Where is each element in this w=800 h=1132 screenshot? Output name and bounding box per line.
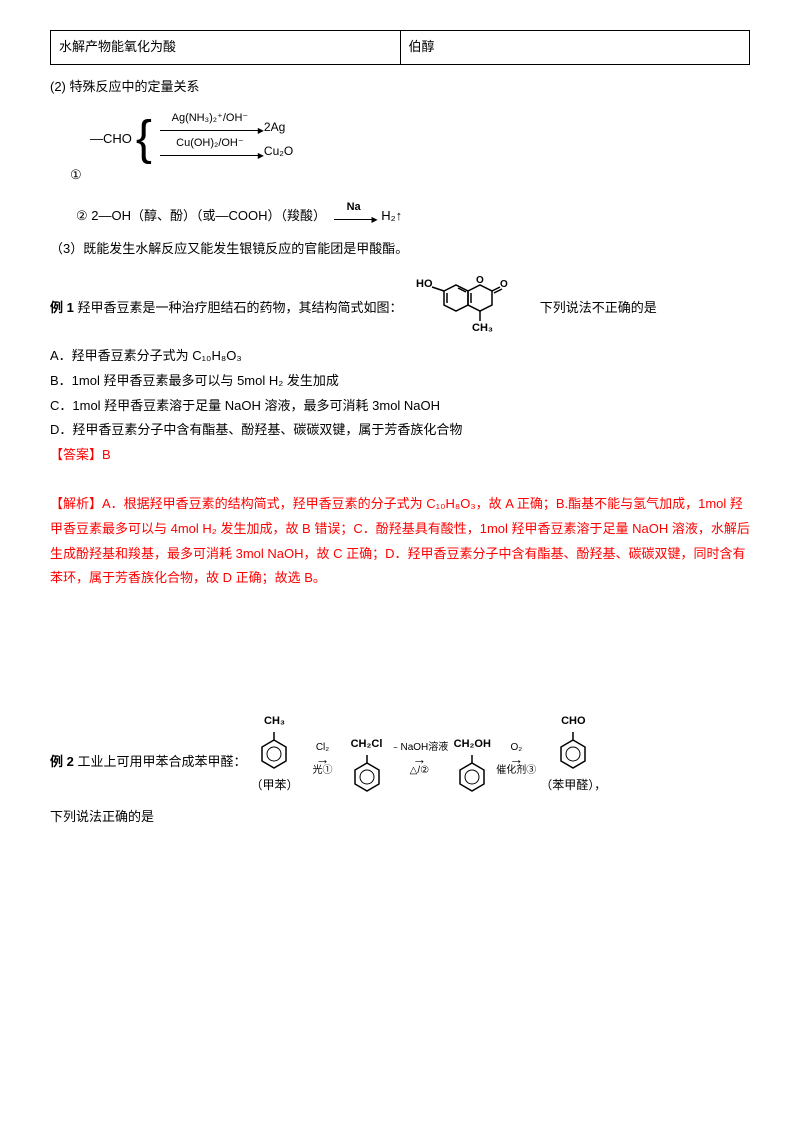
ex2-prefix: 例 2 [50, 754, 74, 769]
expl-text: A．根据羟甲香豆素的结构简式，羟甲香豆素的分子式为 C₁₀H₈O₃，故 A 正确… [50, 496, 750, 585]
circle-1: ① [70, 163, 293, 188]
svg-text:O: O [476, 275, 484, 286]
ex1-answer: 【答案】B [50, 443, 750, 468]
arrow-cu: Cu(OH)₂/OH⁻ [160, 148, 260, 156]
mol-benzyl-alcohol: CH₂OH [452, 734, 492, 797]
benzene-icon [553, 732, 593, 772]
benzene-icon [347, 755, 387, 795]
arrow-na-label: Na [334, 197, 374, 218]
svg-text:CH₃: CH₃ [472, 322, 493, 334]
ex1-opt-d: D．羟甲香豆素分子中含有酯基、酚羟基、碳碳双键，属于芳香族化合物 [50, 418, 750, 443]
arrow-ag-reagent: Ag(NH₃)₂⁺/OH⁻ [160, 108, 260, 129]
brace-icon: { [136, 115, 152, 163]
group-ch3: CH₃ [264, 711, 285, 732]
line2-text: ② 2—OH（醇、酚）（或—COOH）（羧酸） [76, 208, 326, 223]
label-toluene: （甲苯） [250, 774, 298, 797]
product-h2: H₂↑ [381, 208, 402, 223]
arrow-na: Na [334, 212, 374, 220]
group-ch2cl: CH₂Cl [351, 734, 383, 755]
arrow-ag: Ag(NH₃)₂⁺/OH⁻ [160, 123, 260, 131]
arrow-step-1: Cl₂ → 光① [303, 742, 343, 797]
section-2-title: (2) 特殊反应中的定量关系 [50, 75, 750, 100]
ex2-intro: 工业上可用甲苯合成苯甲醛： [77, 754, 246, 769]
ex1-opt-a: A．羟甲香豆素分子式为 C₁₀H₈O₃ [50, 344, 750, 369]
answer-value: B [102, 447, 111, 462]
ex1-opt-b: B．1mol 羟甲香豆素最多可以与 5mol H₂ 发生加成 [50, 369, 750, 394]
table-cell-left: 水解产物能氧化为酸 [51, 31, 401, 65]
ho-label: HO [416, 278, 433, 290]
arrow3-bot: 催化剂③ [496, 765, 536, 777]
group-cho: CHO [561, 711, 585, 732]
ex1-prefix: 例 1 [50, 300, 74, 315]
ex1-suffix: 下列说法不正确的是 [540, 300, 657, 315]
expl-label: 【解析】 [50, 496, 102, 511]
cho-reaction-diagram: —CHO { Ag(NH₃)₂⁺/OH⁻ 2Ag Cu(OH)₂/OH⁻ Cu₂… [90, 115, 293, 188]
example-1: 例 1 羟甲香豆素是一种治疗胆结石的药物，其结构简式如图： HO O O CH₃… [50, 273, 750, 591]
reaction-line-2: ② 2—OH（醇、酚）（或—COOH）（羧酸） Na H₂↑ [50, 204, 750, 229]
mol-benzyl-chloride: CH₂Cl [347, 734, 387, 797]
arrow-step-2: ﹣NaOH溶液 → △/② [391, 742, 449, 797]
hydrolysis-table: 水解产物能氧化为酸 伯醇 [50, 30, 750, 65]
ex1-intro: 羟甲香豆素是一种治疗胆结石的药物，其结构简式如图： [77, 300, 402, 315]
arrow1-bot: 光① [313, 765, 333, 777]
label-benzaldehyde: （苯甲醛）， [540, 774, 606, 797]
coumarin-structure: HO O O CH₃ [416, 273, 526, 344]
arrow-step-3: O₂ → 催化剂③ [496, 742, 536, 797]
benzene-icon [452, 755, 492, 795]
arrow-cu-reagent: Cu(OH)₂/OH⁻ [160, 133, 260, 154]
group-ch2oh: CH₂OH [454, 734, 491, 755]
product-cu2o: Cu₂O [264, 140, 293, 163]
product-ag: 2Ag [264, 116, 285, 139]
svg-text:O: O [500, 279, 508, 290]
cho-label: —CHO [90, 127, 132, 152]
ex2-tail: 下列说法正确的是 [50, 805, 750, 830]
example-2-chain: 例 2 工业上可用甲苯合成苯甲醛： CH₃ （甲苯） Cl₂ → 光① CH₂C… [50, 711, 750, 797]
mol-benzaldehyde: CHO （苯甲醛）， [540, 711, 606, 797]
mol-toluene: CH₃ （甲苯） [250, 711, 298, 797]
arrow2-bot: △/② [410, 765, 429, 777]
benzene-icon [254, 732, 294, 772]
ex1-explanation: 【解析】A．根据羟甲香豆素的结构简式，羟甲香豆素的分子式为 C₁₀H₈O₃，故 … [50, 492, 750, 591]
answer-label: 【答案】 [50, 447, 102, 462]
ex1-opt-c: C．1mol 羟甲香豆素溶于足量 NaOH 溶液，最多可消耗 3mol NaOH [50, 394, 750, 419]
section-3: （3）既能发生水解反应又能发生银镜反应的官能团是甲酸酯。 [50, 237, 750, 262]
table-cell-right: 伯醇 [400, 31, 750, 65]
